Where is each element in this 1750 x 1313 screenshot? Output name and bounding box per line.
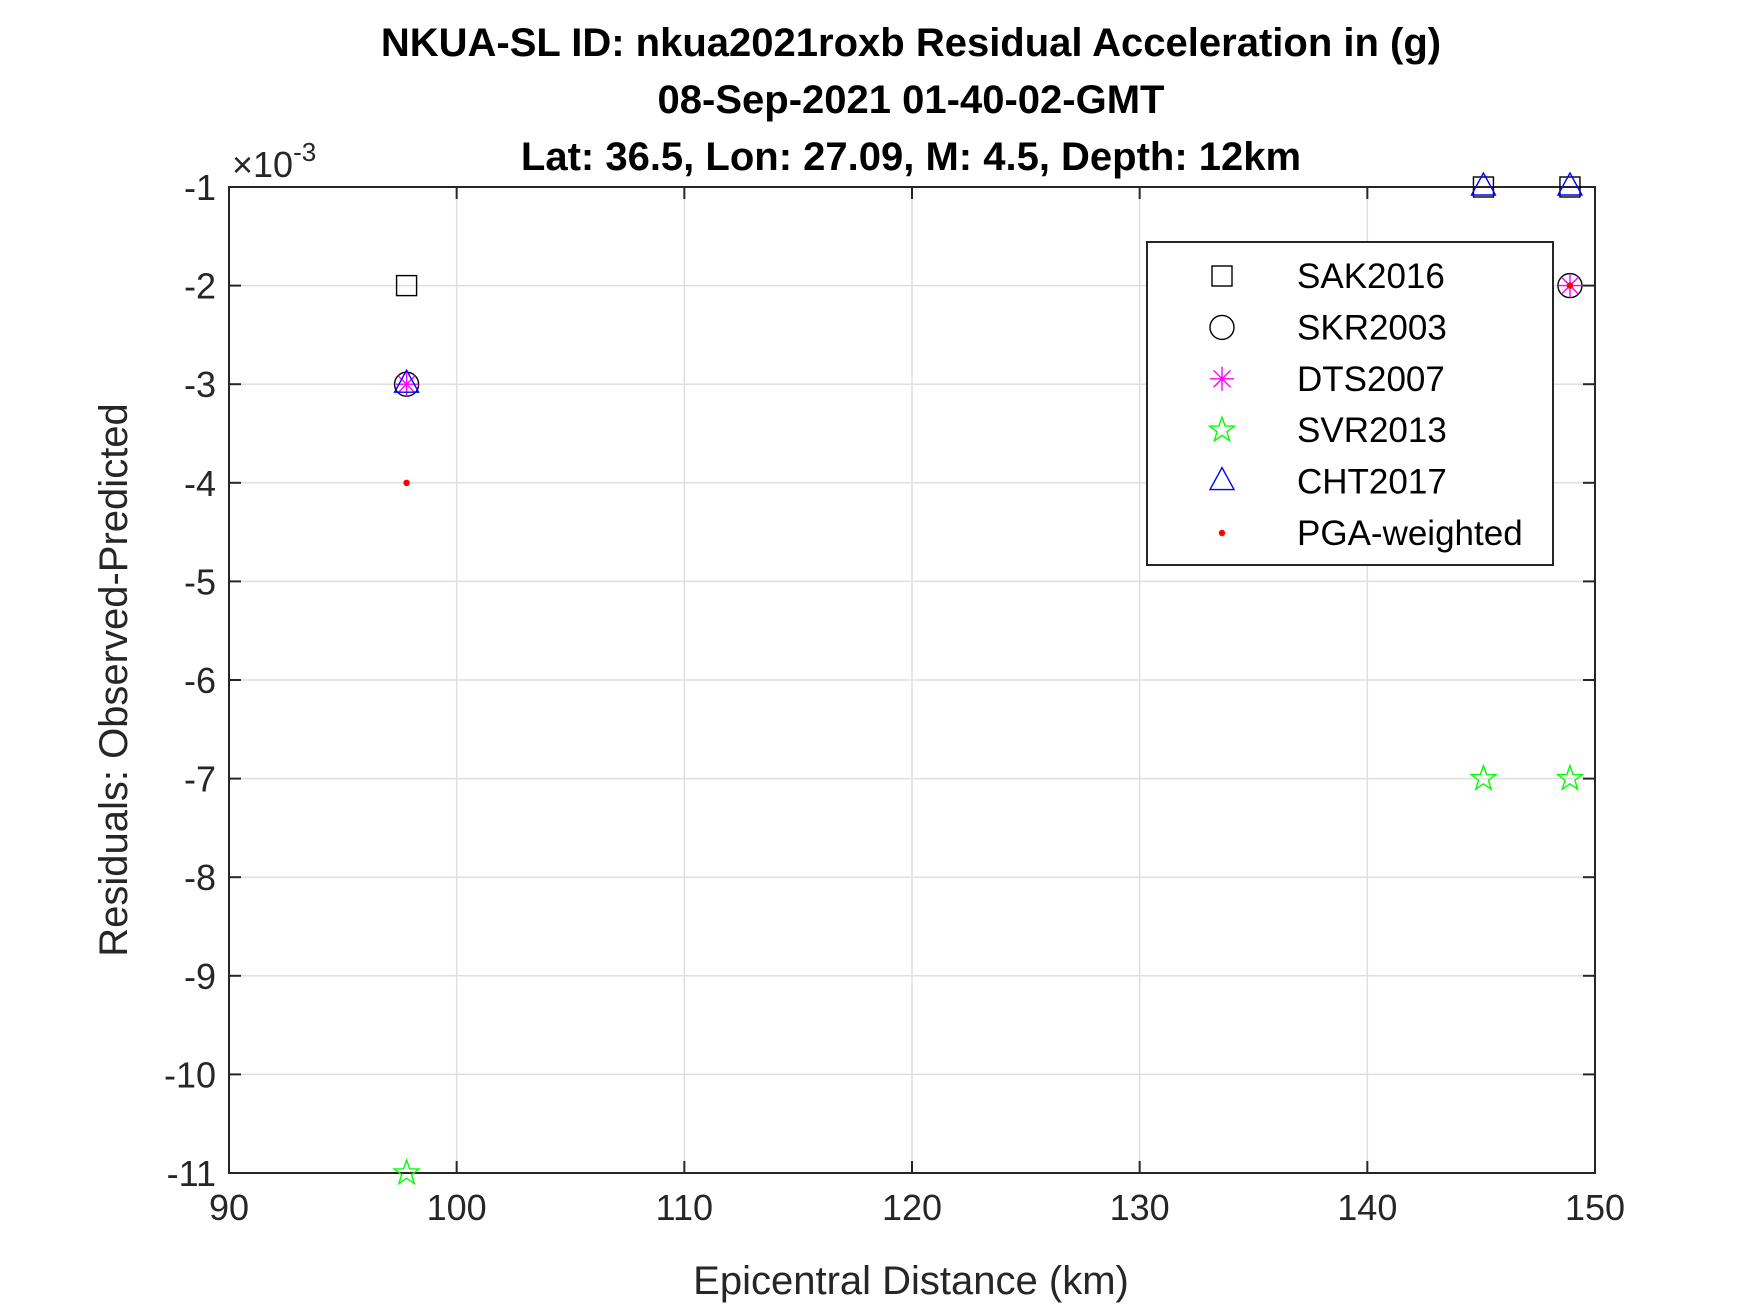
data-point-svr2013 [392, 1157, 421, 1186]
legend-label-pga-weighted: PGA-weighted [1297, 514, 1523, 553]
y-tick-label: -6 [184, 660, 216, 701]
y-tick-label: -3 [184, 364, 216, 405]
y-tick-label: -4 [184, 463, 216, 504]
legend-label-svr2013: SVR2013 [1297, 411, 1447, 450]
y-tick-label: -2 [184, 266, 216, 307]
legend-marker-sak2016 [1211, 265, 1233, 287]
axis-ticks: 90 100 110 120 130 140 150 -1 -2 -3 -4 -5 -6 -7 -8 -9 -1… [164, 167, 1625, 1228]
y-axis-label: Residuals: Observed-Predicted [92, 403, 136, 957]
legend-marker-skr2003 [1209, 314, 1235, 341]
x-tick-label: 90 [209, 1187, 249, 1228]
legend-label-cht2017: CHT2017 [1297, 463, 1447, 502]
x-tick-label: 110 [656, 1187, 713, 1228]
y-tick-label: -10 [164, 1054, 216, 1095]
legend-box [1146, 241, 1554, 566]
legend-marker-svr2013 [1207, 415, 1237, 443]
legend: SAK2016 SKR2003 DTS2007 SVR2013 CHT2017 PGA-w… [1146, 241, 1554, 566]
y-tick-label: -7 [184, 759, 216, 800]
x-tick-label: 140 [1337, 1187, 1397, 1228]
y-tick-label: -11 [167, 1153, 216, 1194]
y-tick-label: -1 [184, 167, 216, 208]
data-point-cht2017 [1556, 171, 1584, 196]
data-point-cht2017 [1470, 171, 1497, 196]
chart-title-line-3: Lat: 36.5, Lon: 27.09, M: 4.5, Depth: 12… [521, 135, 1301, 179]
data-point-svr2013 [1555, 763, 1585, 791]
legend-label-skr2003: SKR2003 [1297, 308, 1447, 347]
data-point-cht2017 [393, 368, 420, 393]
x-tick-label: 120 [882, 1187, 942, 1228]
x-tick-label: 100 [427, 1187, 487, 1228]
y-exponent-label: ×10-3 [232, 137, 316, 185]
y-tick-label: -8 [184, 857, 216, 898]
data-point-svr2013 [1469, 763, 1498, 791]
y-tick-label: -5 [184, 561, 216, 602]
legend-label-dts2007: DTS2007 [1297, 360, 1445, 399]
y-exponent: -3 [293, 137, 316, 167]
data-point-sak2016 [1559, 176, 1581, 198]
chart-title-line-1: NKUA-SL ID: nkua2021roxb Residual Accele… [381, 21, 1441, 65]
data-point-pga-weighted [403, 479, 410, 486]
legend-marker-dts2007 [1210, 366, 1234, 391]
grid-lines [229, 187, 1595, 1173]
x-tick-label: 150 [1565, 1187, 1625, 1228]
data-point-pga-weighted [1566, 282, 1574, 289]
legend-marker-cht2017 [1208, 466, 1236, 491]
legend-label-sak2016: SAK2016 [1297, 257, 1445, 296]
x-tick-label: 130 [1110, 1187, 1170, 1228]
chart-title-line-2: 08-Sep-2021 01-40-02-GMT [658, 78, 1165, 122]
y-tick-label: -9 [184, 956, 216, 997]
data-point-sak2016 [1472, 176, 1495, 198]
data-point-sak2016 [395, 274, 418, 297]
data-markers [392, 171, 1585, 1186]
x-axis-label: Epicentral Distance (km) [693, 1259, 1129, 1303]
legend-marker-pga-weighted [1218, 529, 1226, 537]
